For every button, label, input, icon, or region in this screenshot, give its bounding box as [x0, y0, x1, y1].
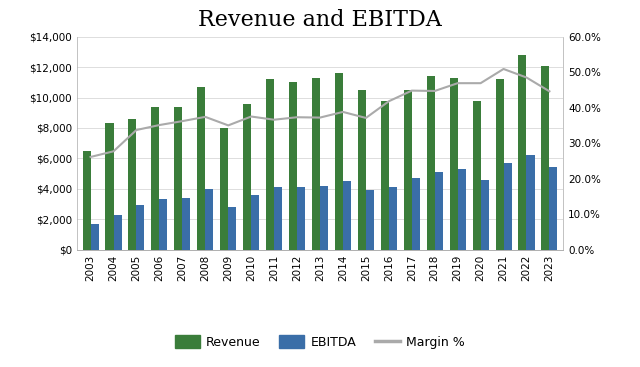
Bar [266, 79, 274, 250]
Bar [152, 107, 159, 250]
Bar [91, 224, 99, 250]
Bar [129, 119, 136, 250]
Bar [504, 163, 511, 250]
Bar [358, 90, 366, 250]
Bar [541, 66, 549, 250]
Title: Revenue and EBITDA: Revenue and EBITDA [198, 8, 442, 30]
Bar [274, 187, 282, 250]
Bar [381, 101, 389, 250]
Bar [458, 169, 466, 250]
Bar [106, 123, 113, 250]
Bar [182, 198, 190, 250]
Bar [243, 103, 251, 250]
Bar [427, 76, 435, 250]
Bar [228, 207, 236, 250]
Bar [481, 179, 488, 250]
Bar [389, 187, 397, 250]
Bar [366, 190, 374, 250]
Bar [251, 195, 259, 250]
Bar [549, 167, 557, 250]
Bar [343, 181, 351, 250]
Bar [220, 128, 228, 250]
Bar [412, 178, 420, 250]
Bar [289, 82, 297, 250]
Bar [174, 107, 182, 250]
Bar [312, 78, 320, 250]
Bar [450, 78, 458, 250]
Bar [320, 186, 328, 250]
Bar [136, 206, 145, 250]
Bar [495, 79, 504, 250]
Bar [435, 172, 443, 250]
Bar [472, 101, 481, 250]
Legend: Revenue, EBITDA, Margin %: Revenue, EBITDA, Margin % [170, 330, 470, 354]
Bar [159, 199, 168, 250]
Bar [518, 55, 527, 250]
Bar [83, 151, 91, 250]
Bar [205, 189, 213, 250]
Bar [527, 155, 534, 250]
Bar [197, 87, 205, 250]
Bar [335, 73, 343, 250]
Bar [404, 90, 412, 250]
Bar [113, 215, 122, 250]
Bar [297, 187, 305, 250]
